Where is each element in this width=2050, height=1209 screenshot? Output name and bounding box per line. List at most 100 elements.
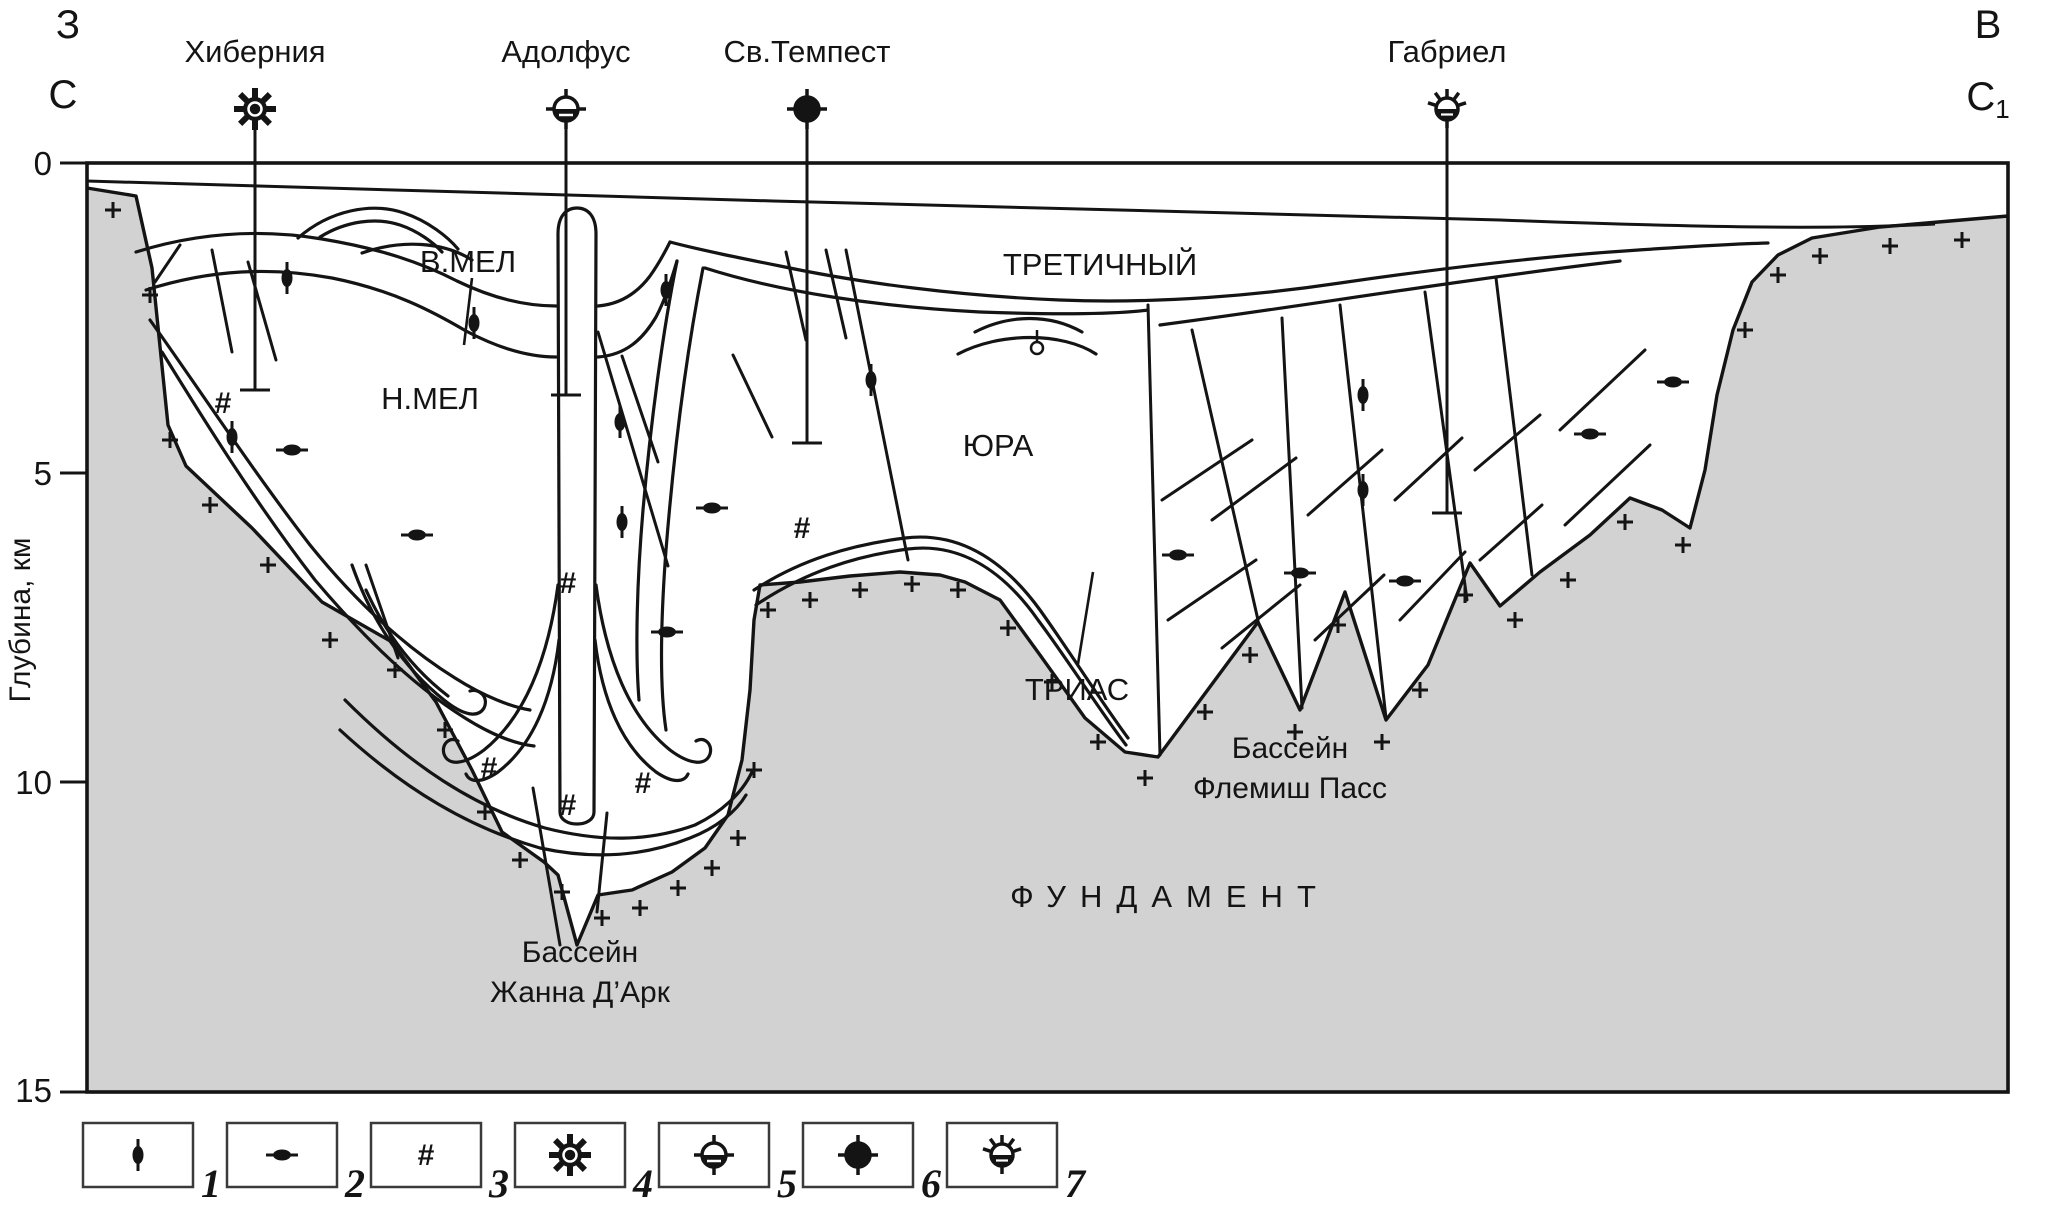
oil-show-horizontal-icon (651, 626, 683, 638)
flemish-pass-strata (668, 240, 1770, 747)
upper-cretaceous-base-line-east (596, 259, 679, 359)
oil-show-horizontal-icon (1389, 575, 1421, 587)
field-half-rays-icon (1427, 89, 1467, 128)
label-jurassic: ЮРА (963, 428, 1034, 463)
basement-plus-icon (1137, 770, 1153, 786)
salt-hash-icon: # (635, 767, 652, 800)
upper-cretaceous-top-line (134, 231, 558, 308)
oil-show-horizontal-icon (1284, 567, 1316, 579)
salt-hash-icon: # (418, 1139, 435, 1172)
label-jeanne-darc-2: Жанна Д’Арк (490, 976, 671, 1009)
oil-show-horizontal-icon (266, 1149, 298, 1161)
legend-item-number: 3 (488, 1161, 509, 1206)
well-name-label: Хиберния (184, 34, 325, 69)
label-upper-cretaceous: В.МЕЛ (420, 244, 516, 279)
basement-plus-icon (950, 582, 966, 598)
oil-show-vertical-icon (660, 274, 672, 306)
basement-plus-icon (1044, 674, 1060, 690)
depth-tick-5: 5 (34, 455, 52, 492)
field-filled-circle-icon (787, 89, 827, 129)
basement-plus-icon (437, 722, 453, 738)
basement-fill (87, 188, 2008, 1092)
section-frame (60, 161, 2010, 1094)
label-basement: ФУНДАМЕНТ (1010, 879, 1330, 914)
legend-item-1: 1 (81, 1121, 221, 1206)
legend-item-number: 2 (344, 1161, 365, 1206)
capping-band-line (1158, 259, 1622, 327)
well-name-label: Св.Темпест (724, 34, 891, 69)
legend-box (369, 1121, 483, 1189)
legend-item-number: 7 (1065, 1161, 1087, 1206)
basement-plus-icon (1675, 537, 1691, 553)
jeanne-darc-strata (134, 206, 754, 857)
field-half-circle-icon (694, 1135, 734, 1175)
basement-plus-icon (477, 804, 493, 820)
oil-show-horizontal-icon (1574, 428, 1606, 440)
salt-arm-right-outer (594, 583, 713, 764)
field-half-circle-icon (546, 89, 586, 129)
seafloor-line (86, 179, 1936, 229)
basement-plus-icon (632, 900, 648, 916)
salt-hook-inner (364, 588, 450, 698)
basin-curve-east-1 (635, 259, 679, 702)
legend-layer: 1 2#3 4 5 6 7 (81, 1121, 1087, 1206)
oil-show-horizontal-icon (696, 502, 728, 514)
salt-arm-left-inner (464, 638, 561, 783)
basement-plus-icon (1617, 514, 1633, 530)
oil-show-vertical-icon (1357, 474, 1369, 506)
legend-item-5: 5 (657, 1121, 797, 1206)
basin-curve-east-2 (659, 266, 705, 732)
oil-show-horizontal-icon (1162, 549, 1194, 561)
field-sun-icon (549, 1134, 591, 1176)
upper-cretaceous-top-line-east (596, 240, 672, 308)
basement-plus-icon (322, 632, 338, 648)
basement-plus-icon (162, 432, 178, 448)
well-Св.Темпест: Св.Темпест (724, 34, 891, 445)
legend-item-3: #3 (369, 1121, 509, 1206)
basement-plus-icon (802, 592, 818, 608)
oil-show-vertical-icon (614, 406, 626, 438)
show-symbols-layer: # # # # # # (215, 262, 1689, 822)
legend-item-7: 7 (945, 1121, 1087, 1206)
basement-plus-icon (1954, 232, 1970, 248)
legend-item-6: 6 (801, 1121, 941, 1206)
basement-plus-icon (730, 830, 746, 846)
depth-tick-0: 0 (34, 145, 52, 182)
oil-show-horizontal-icon (1657, 376, 1689, 388)
depth-axis-title: Глубина, км (4, 537, 37, 702)
reef-lens-1 (296, 206, 460, 251)
oil-show-vertical-icon (226, 421, 238, 453)
salt-hash-icon: # (560, 567, 577, 600)
jurassic-top-band (703, 266, 1150, 316)
svg-text:#: # (794, 512, 811, 545)
oil-show-vertical-icon (865, 364, 877, 396)
triassic-leader-line (1076, 571, 1095, 665)
label-jeanne-darc-1: Бассейн (522, 936, 638, 969)
oil-show-vertical-icon (468, 307, 480, 339)
field-sun-icon (234, 88, 276, 130)
frame-rect (85, 161, 2010, 1094)
svg-text:#: # (481, 752, 498, 785)
well-name-label: Габриел (1388, 34, 1507, 69)
well-Габриел: Габриел (1388, 34, 1507, 515)
legend-item-number: 1 (201, 1161, 221, 1206)
basement-plus-icon (202, 497, 218, 513)
basement-plus-icon (1090, 734, 1106, 750)
basement-plus-icon (1412, 682, 1428, 698)
basement-plus-icon (670, 880, 686, 896)
basement-plus-icon (1287, 724, 1303, 740)
basement-plus-icon (260, 557, 276, 573)
upper-cretaceous-leader-line (462, 277, 474, 346)
field-filled-circle-icon (838, 1135, 878, 1175)
oil-show-vertical-icon (132, 1139, 144, 1171)
svg-text:#: # (418, 1139, 435, 1172)
salt-hash-icon: # (560, 789, 577, 822)
svg-text:#: # (560, 567, 577, 600)
direction-north-right-index: 1 (1995, 94, 2009, 124)
basement-plus-icon (105, 202, 121, 218)
depth-tick-15: 15 (15, 1072, 52, 1109)
salt-stem (556, 206, 598, 826)
label-tertiary: ТРЕТИЧНЫЙ (1003, 246, 1197, 282)
